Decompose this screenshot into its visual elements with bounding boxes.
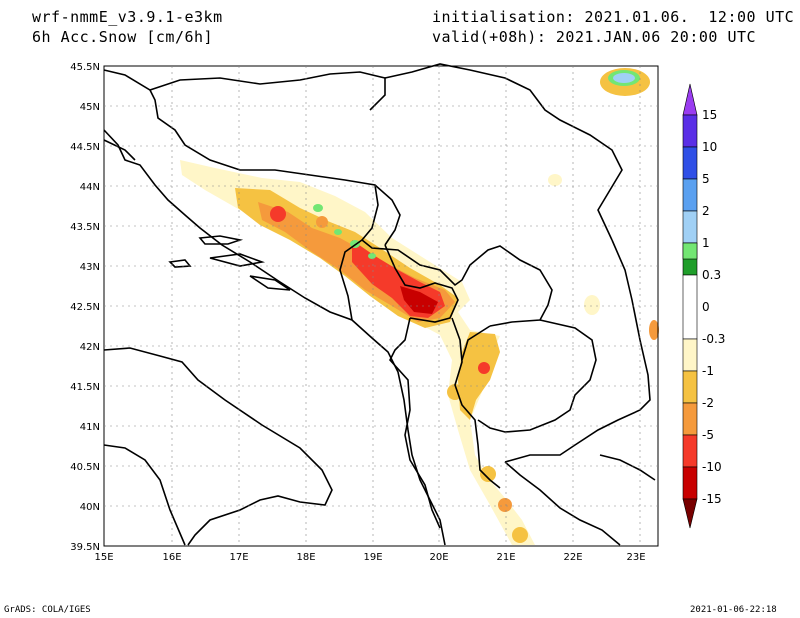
- lon-labels: 15E 16E 17E 18E 19E 20E 21E 22E 23E: [94, 552, 645, 563]
- snow-ne-blue: [613, 73, 635, 83]
- lon-label: 23E: [626, 552, 645, 563]
- lat-label: 40N: [80, 502, 100, 513]
- valid-time: valid(+08h): 2021.JAN.06 20:00 UTC: [432, 28, 757, 46]
- colorbar-label: -5: [702, 428, 714, 442]
- border-albania: [389, 317, 441, 529]
- colorbar-label: -2: [702, 396, 714, 410]
- lat-label: 42.5N: [70, 302, 100, 313]
- colorbar: [682, 83, 698, 529]
- coastline-greece: [504, 461, 621, 546]
- border-slovenia: [103, 69, 386, 111]
- lon-label: 19E: [363, 552, 382, 563]
- colorbar-swatch: [682, 146, 698, 180]
- snow-south-red: [478, 362, 490, 374]
- lat-label: 43.5N: [70, 222, 100, 233]
- lat-label: 41N: [80, 422, 100, 433]
- snow-south-orange: [458, 332, 500, 420]
- lon-label: 15E: [94, 552, 113, 563]
- border-north-macedonia: [461, 319, 597, 433]
- colorbar-swatch: [682, 402, 698, 436]
- border-bulgaria: [504, 239, 651, 463]
- lat-label: 45N: [80, 102, 100, 113]
- lat-label: 45.5N: [70, 62, 100, 73]
- snow-blob-south-3: [512, 527, 528, 543]
- colorbar-label: 15: [702, 108, 717, 122]
- snow-shading: [180, 68, 659, 545]
- colorbar-swatch: [682, 114, 698, 148]
- coastline-italy: [103, 347, 333, 546]
- colorbar-bottom-arrow: [682, 498, 698, 529]
- colorbar-label: -15: [702, 492, 722, 506]
- colorbar-swatch: [682, 274, 698, 340]
- snow-green-4: [368, 253, 376, 259]
- lat-labels: 45.5N 45N 44.5N 44N 43.5N 43N 42.5N 42N …: [70, 62, 100, 553]
- snow-ne-small: [548, 174, 562, 186]
- coastline-heel: [103, 444, 186, 546]
- snow-east-orange: [649, 320, 659, 340]
- colorbar-label: 2: [702, 204, 710, 218]
- island-5: [103, 139, 136, 161]
- colorbar-label: 1: [702, 236, 710, 250]
- lon-label: 18E: [296, 552, 315, 563]
- init-time: initialisation: 2021.01.06. 12:00 UTC: [432, 8, 795, 26]
- lon-label: 16E: [162, 552, 181, 563]
- border-albania-east: [451, 317, 501, 489]
- colorbar-label: 10: [702, 140, 717, 154]
- snow-blob-orange-1: [270, 206, 286, 222]
- colorbar-label: -1: [702, 364, 714, 378]
- colorbar-label: -0.3: [702, 332, 725, 346]
- lat-label: 40.5N: [70, 462, 100, 473]
- footer-timestamp: 2021-01-06-22:18: [690, 605, 777, 615]
- field-title: 6h Acc.Snow [cm/6h]: [32, 28, 214, 46]
- island-1: [198, 235, 244, 245]
- lat-label: 44.5N: [70, 142, 100, 153]
- lat-label: 42N: [80, 342, 100, 353]
- colorbar-label: 0: [702, 300, 710, 314]
- colorbar-swatch: [682, 210, 698, 244]
- lat-label: 41.5N: [70, 382, 100, 393]
- lat-label: 44N: [80, 182, 100, 193]
- snow-blob-south-1: [480, 466, 496, 482]
- map-lines: [103, 63, 656, 546]
- colorbar-green-light: [682, 242, 698, 260]
- border-montenegro: [339, 239, 459, 323]
- snow-east-light: [584, 295, 600, 315]
- colorbar-swatch: [682, 370, 698, 404]
- lon-label: 20E: [429, 552, 448, 563]
- snow-blob-south-2: [498, 498, 512, 512]
- coastline-adriatic-east: [103, 129, 446, 546]
- island-4: [168, 259, 192, 268]
- lon-label: 17E: [229, 552, 248, 563]
- colorbar-top-arrow: [682, 83, 698, 116]
- snow-green-2: [334, 229, 342, 235]
- border-bosnia-serbia: [360, 184, 553, 327]
- snow-blob-orange-2: [316, 216, 328, 228]
- colorbar-label: -10: [702, 460, 722, 474]
- footer-credit: GrADS: COLA/IGES: [4, 605, 91, 615]
- island-2: [209, 253, 266, 267]
- colorbar-label: 0.3: [702, 268, 721, 282]
- colorbar-swatch: [682, 178, 698, 212]
- border-hungary-serbia: [384, 63, 623, 241]
- border-greece-turkey: [599, 454, 656, 481]
- lat-label: 39.5N: [70, 542, 100, 553]
- colorbar-swatch: [682, 466, 698, 500]
- lon-label: 22E: [563, 552, 582, 563]
- colorbar-label: 5: [702, 172, 710, 186]
- snow-band-darkred: [400, 286, 438, 314]
- island-3: [249, 275, 291, 291]
- colorbar-labels: 15 10 5 2 1 0.3 0 -0.3 -1 -2 -5 -10 -15: [702, 108, 725, 506]
- colorbar-swatch: [682, 338, 698, 372]
- lon-label: 21E: [496, 552, 515, 563]
- lat-label: 43N: [80, 262, 100, 273]
- colorbar-swatch: [682, 434, 698, 468]
- border-croatia-bosnia: [149, 89, 401, 246]
- model-title: wrf-nmmE_v3.9.1-e3km: [32, 8, 223, 26]
- snow-green-1: [313, 204, 323, 212]
- map-gridlines: [104, 66, 658, 546]
